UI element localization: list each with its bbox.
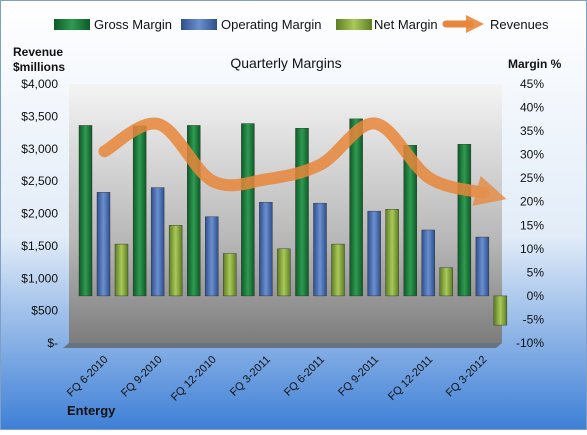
legend-label-gross-margin: Gross Margin [94, 17, 172, 32]
right-axis-tick-label: 40% [520, 101, 544, 115]
left-axis-tick-label: $500 [31, 304, 58, 318]
legend-label-revenues: Revenues [490, 17, 549, 32]
right-axis-tick-label: -5% [523, 312, 545, 326]
operating-margin-bar [313, 202, 327, 297]
right-axis-ticks: -10% -5% 0% 5% 10% 15% 20% 25% 30% 35% 40% 45% [516, 77, 544, 350]
legend-label-operating-margin: Operating Margin [221, 17, 321, 32]
net-margin-bar [114, 243, 129, 297]
left-axis-tick-label: $2,000 [21, 207, 58, 221]
left-axis-tick-label: $2,500 [21, 174, 58, 188]
gross-margin-bar [78, 125, 93, 297]
right-axis-tick-label: 35% [520, 124, 544, 138]
chart-caption: Entergy [67, 403, 116, 418]
operating-margin-bar [150, 187, 165, 297]
plot-floor [63, 343, 502, 348]
legend-item-gross-margin: Gross Margin [54, 17, 172, 32]
legend-label-net-margin: Net Margin [374, 17, 438, 32]
revenue-line [98, 117, 507, 206]
gross-margin-bar [241, 123, 255, 297]
net-margin-bar [223, 253, 237, 297]
gross-margin-bar [403, 145, 417, 297]
left-axis-tick-label: $1,000 [21, 271, 58, 285]
left-axis-ticks: $- $500 $1,000 $1,500 $2,000 $2,500 $3,000 $3,5… [21, 77, 58, 350]
legend: Gross Margin Operating Margin Net Margin… [54, 14, 549, 34]
net-margin-bar [385, 209, 399, 297]
gross-margin-bar [457, 144, 472, 297]
right-axis-tick-label: 20% [520, 195, 544, 209]
legend-item-net-margin: Net Margin [336, 17, 438, 32]
net-margin-bar [439, 267, 453, 297]
net-margin-bar [493, 295, 508, 326]
gross-margin-bar [132, 125, 147, 297]
left-axis-tick-label: $3,500 [21, 109, 58, 123]
operating-margin-bar [205, 216, 219, 297]
legend-swatch-gross-margin [54, 19, 90, 30]
right-axis-tick-label: 0% [527, 289, 545, 303]
right-axis-tick-label: 15% [520, 218, 544, 232]
net-margin-bar [277, 248, 291, 297]
left-axis-tick-label: $1,500 [21, 239, 58, 253]
chart-title: Quarterly Margins [230, 55, 341, 71]
right-axis-tick-label: 10% [520, 242, 544, 256]
operating-margin-bar [259, 201, 273, 297]
operating-margin-bar [475, 236, 490, 297]
operating-margin-bar [421, 229, 435, 297]
operating-margin-bar [367, 210, 381, 297]
right-axis-tick-label: 5% [527, 265, 545, 279]
revenues-line-path [98, 117, 507, 206]
gross-margin-bar [295, 128, 309, 297]
bar-marks [78, 118, 508, 326]
legend-swatch-operating-margin [181, 19, 217, 30]
right-axis-label: Margin % [508, 57, 562, 71]
operating-margin-bar [96, 192, 111, 297]
left-axis-label-line1: Revenue [13, 45, 63, 59]
right-axis-tick-label: 25% [520, 171, 544, 185]
right-axis-tick-label: -10% [516, 336, 544, 350]
net-margin-bar [168, 225, 183, 297]
left-axis-tick-label: $3,000 [21, 142, 58, 156]
right-axis-tick-label: 30% [520, 148, 544, 162]
legend-swatch-net-margin [336, 19, 372, 30]
gross-margin-bar [349, 118, 363, 297]
left-axis-tick-label: $- [47, 336, 58, 350]
legend-item-operating-margin: Operating Margin [181, 17, 321, 32]
legend-item-revenues: Revenues [442, 14, 549, 34]
right-axis-tick-label: 45% [520, 77, 544, 91]
left-axis-label-line2: $millions [13, 60, 65, 74]
net-margin-bar [331, 243, 345, 297]
left-axis-tick-label: $4,000 [21, 77, 58, 91]
